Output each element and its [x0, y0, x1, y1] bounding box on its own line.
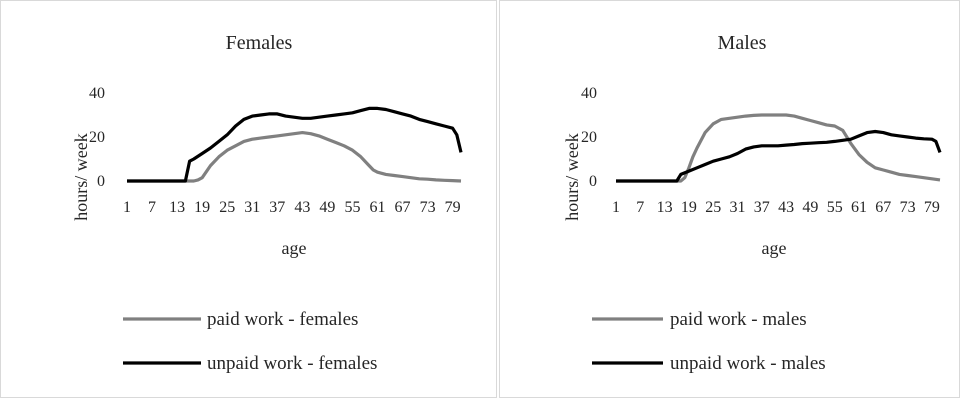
x-tick-label: 31: [730, 199, 746, 216]
x-tick-label: 67: [395, 199, 411, 216]
y-tick-label: 40: [89, 85, 105, 102]
y-tick-label: 0: [589, 173, 597, 190]
chart-title: Females: [226, 32, 293, 54]
x-tick-label: 61: [370, 199, 386, 216]
x-tick-label: 79: [445, 199, 461, 216]
x-tick-label: 37: [754, 199, 770, 216]
x-tick-label: 73: [420, 199, 436, 216]
chart-title: Males: [718, 32, 767, 54]
legend-label: paid work - males: [670, 309, 807, 330]
x-tick-label: 7: [148, 199, 156, 216]
chart-males: Males 0 20 40 1 7 13 19 25 31 37 43 49 55 61 67 73 79 age h…: [562, 32, 942, 374]
y-axis-title: hours/ week: [71, 133, 91, 220]
legend-label: unpaid work - males: [670, 353, 826, 374]
x-tick-label: 79: [924, 199, 940, 216]
x-tick-label: 55: [344, 199, 360, 216]
y-tick-label: 40: [581, 85, 597, 102]
y-tick-label: 20: [581, 129, 597, 146]
legend-label: unpaid work - females: [207, 353, 377, 374]
x-tick-label: 55: [827, 199, 843, 216]
chart-females: Females 0 20 40 1 7 13 19 25 31 37 43 49 55 61 67 73 79 ag…: [71, 32, 463, 374]
series-line-unpaid: [616, 129, 942, 183]
x-axis-title: age: [282, 238, 307, 258]
x-tick-label: 13: [657, 199, 673, 216]
x-tick-label: 1: [123, 199, 131, 216]
x-tick-label: 67: [875, 199, 891, 216]
x-tick-label: 1: [612, 199, 620, 216]
x-tick-label: 43: [294, 199, 310, 216]
x-tick-label: 49: [319, 199, 335, 216]
series-line-unpaid: [127, 106, 463, 183]
x-tick-label: 37: [269, 199, 285, 216]
y-tick-label: 20: [89, 129, 105, 146]
x-tick-label: 19: [194, 199, 210, 216]
x-axis-title: age: [762, 238, 787, 258]
series-line-paid: [127, 131, 462, 183]
legend-label: paid work - females: [207, 309, 358, 330]
x-tick-label: 19: [681, 199, 697, 216]
x-tick-label: 49: [802, 199, 818, 216]
chart-panel-males: Males 0 20 40 1 7 13 19 25 31 37 43 49 55 61 67 73 79 age h…: [499, 0, 960, 398]
series-line-paid: [616, 113, 941, 183]
x-tick-label: 61: [851, 199, 867, 216]
x-tick-label: 13: [169, 199, 185, 216]
y-tick-label: 0: [97, 173, 105, 190]
x-tick-label: 43: [778, 199, 794, 216]
x-tick-label: 73: [900, 199, 916, 216]
x-tick-label: 7: [636, 199, 644, 216]
chart-panel-females: Females 0 20 40 1 7 13 19 25 31 37 43 49 55 61 67 73 79 ag…: [0, 0, 497, 398]
y-axis-title: hours/ week: [562, 133, 582, 220]
x-tick-label: 31: [244, 199, 260, 216]
x-tick-label: 25: [705, 199, 721, 216]
x-tick-label: 25: [219, 199, 235, 216]
